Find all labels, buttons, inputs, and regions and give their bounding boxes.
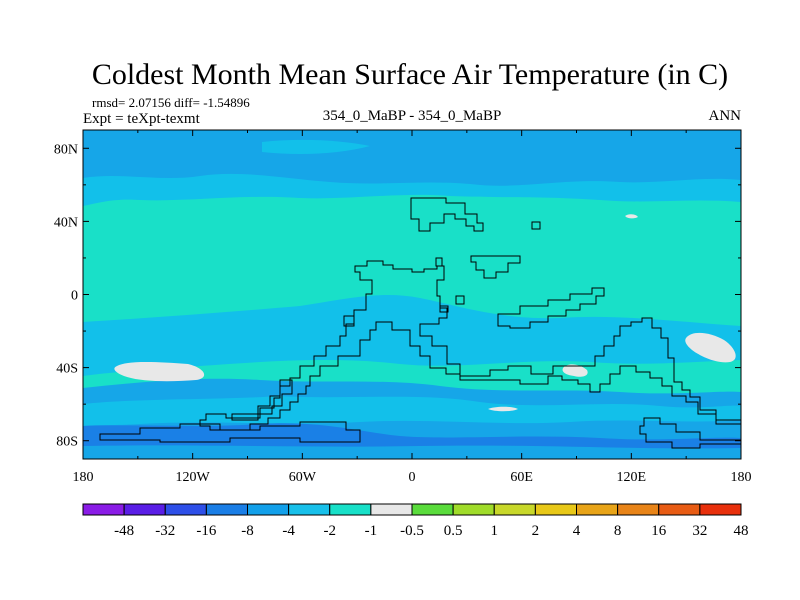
colorbar-swatch (288, 503, 331, 516)
colorbar-swatch (493, 503, 536, 516)
colorbar-swatch (452, 503, 495, 516)
coastline-southern-arm (231, 379, 293, 421)
colorbar (82, 503, 742, 516)
colorbar-label: 4 (573, 523, 581, 539)
colorbar-label: 0.5 (444, 523, 463, 539)
period-label: ANN (709, 108, 742, 124)
colorbar-label: -1 (365, 523, 378, 539)
north-band-mid (83, 130, 741, 186)
lon-tick-label: 0 (409, 470, 416, 485)
lat-tick-label: 80S (56, 435, 78, 450)
lon-tick-label: 60W (289, 470, 317, 485)
south-belt-deep-edge (83, 445, 741, 459)
colorbar-label: -4 (282, 523, 295, 539)
colorbar-label: 32 (692, 523, 707, 539)
colorbar-swatch (329, 503, 372, 516)
lat-tick-label: 0 (71, 289, 78, 304)
lon-tick-label: 120W (176, 470, 211, 485)
lat-tick-label: 40S (56, 362, 78, 377)
colorbar-swatch (576, 503, 619, 516)
colorbar-swatch (164, 503, 207, 516)
grey-patch-south-pacific (114, 362, 205, 382)
colorbar-label: -16 (196, 523, 216, 539)
coastline-southern-strip (99, 421, 361, 443)
coastline-main-continent (199, 260, 741, 431)
coastline-asia-arm (497, 287, 605, 329)
temperature-field (83, 130, 741, 459)
lat-tick-label: 40N (54, 215, 78, 230)
grey-patch-north (625, 214, 638, 219)
stats-line: rmsd= 2.07156 diff= -1.54896 (92, 95, 250, 110)
colorbar-swatch (82, 503, 125, 516)
colorbar-swatch (617, 503, 660, 516)
colorbar-swatch (205, 503, 248, 516)
colorbar-label: -8 (241, 523, 254, 539)
lon-tick-label: 60E (510, 470, 533, 485)
colorbar-labels: -48 -32 -16 -8 -4 -2 -1 -0.5 0.5 1 2 4 8 16 32 48 (114, 523, 748, 539)
lon-tick-label: 180 (73, 470, 94, 485)
latitude-axis: 80N 40N 0 40S 80S (54, 142, 741, 450)
colorbar-swatch (411, 503, 454, 516)
coastline-islands-equator (343, 257, 465, 327)
colorbar-swatch (534, 503, 577, 516)
coastline-island-east (531, 221, 541, 230)
plot-title: Coldest Month Mean Surface Air Temperatu… (92, 58, 728, 91)
colorbar-label: -32 (155, 523, 175, 539)
lat-tick-label: 80N (54, 142, 78, 157)
lon-tick-label: 180 (731, 470, 752, 485)
colorbar-label: -48 (114, 523, 134, 539)
colorbar-swatch (658, 503, 701, 516)
colorbar-label: 2 (532, 523, 540, 539)
colorbar-label: 8 (614, 523, 622, 539)
expt-line: Expt = teXpt-texmt (83, 111, 201, 127)
grey-patch-australia (685, 332, 736, 363)
colorbar-label: 1 (491, 523, 499, 539)
coastlines (99, 197, 741, 449)
colorbar-swatch (123, 503, 166, 516)
north-band-patch (262, 139, 370, 154)
equatorial-zone (83, 295, 741, 376)
colorbar-swatch (247, 503, 290, 516)
coastline-east-southern (639, 417, 741, 449)
grey-patch-africa (562, 364, 588, 377)
center-label: 354_0_MaBP - 354_0_MaBP (323, 108, 502, 124)
colorbar-label: -2 (324, 523, 337, 539)
colorbar-swatch (370, 503, 413, 516)
lon-tick-label: 120E (617, 470, 647, 485)
grey-patch-south-ocean (488, 406, 518, 412)
coastline-siberia (410, 197, 484, 232)
colorbar-swatch (699, 503, 742, 516)
colorbar-label: 48 (734, 523, 749, 539)
coastline-north-china (470, 255, 521, 279)
longitude-axis: 180 120W 60W 0 60E 120E 180 (73, 130, 752, 485)
colorbar-label: -0.5 (400, 523, 424, 539)
colorbar-label: 16 (651, 523, 667, 539)
